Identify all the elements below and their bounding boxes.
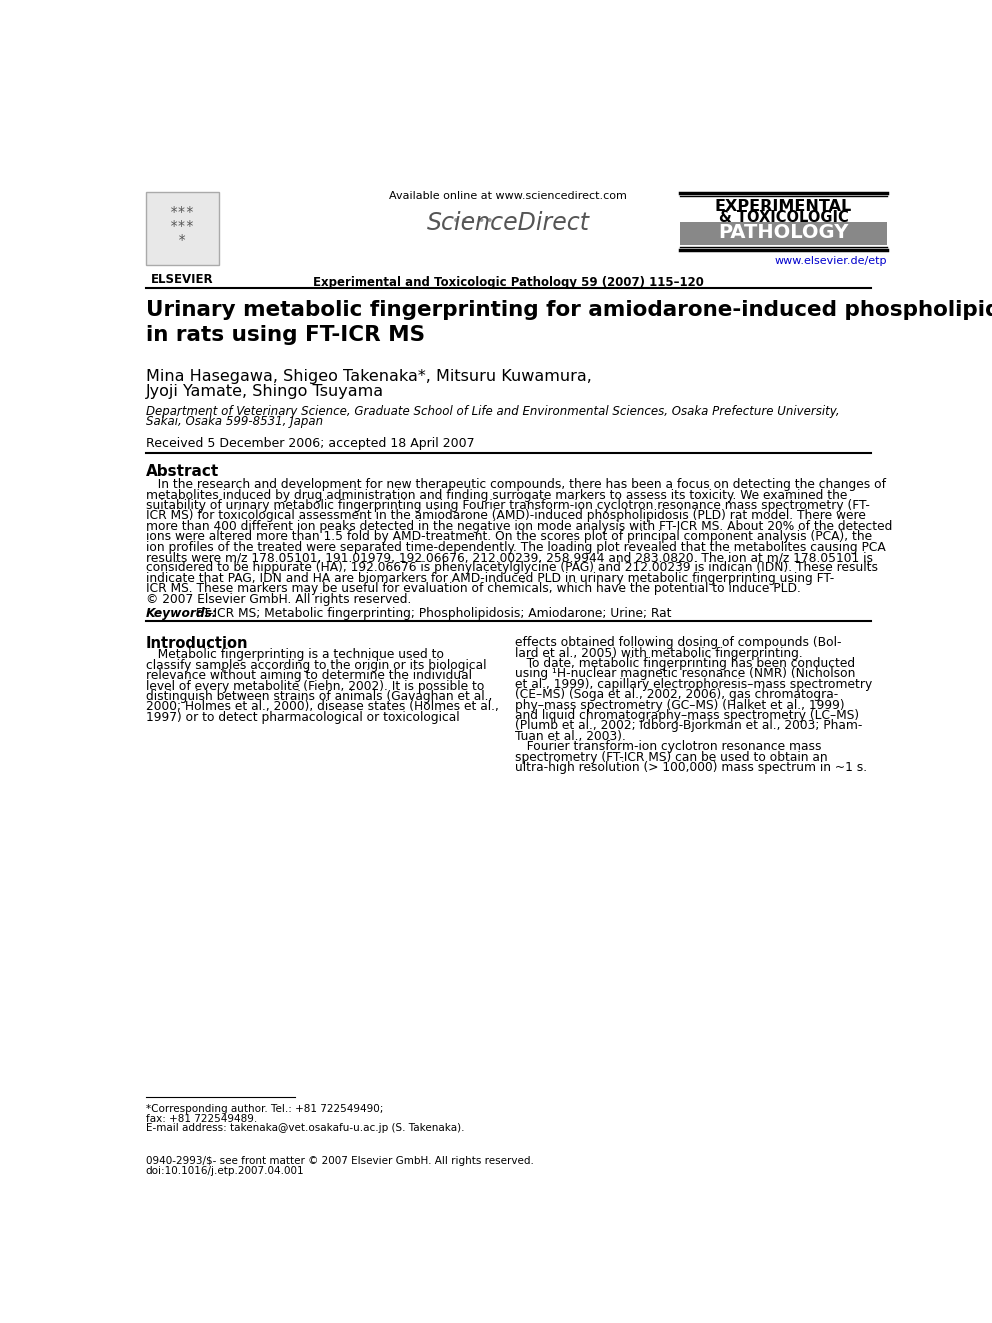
Text: indicate that PAG, IDN and HA are biomarkers for AMD-induced PLD in urinary meta: indicate that PAG, IDN and HA are biomar… <box>146 572 834 585</box>
Text: © 2007 Elsevier GmbH. All rights reserved.: © 2007 Elsevier GmbH. All rights reserve… <box>146 593 411 606</box>
Text: ScienceDirect: ScienceDirect <box>427 212 590 235</box>
Text: Received 5 December 2006; accepted 18 April 2007: Received 5 December 2006; accepted 18 Ap… <box>146 438 474 451</box>
Bar <box>146 192 219 265</box>
Text: Keywords:: Keywords: <box>146 607 217 620</box>
Text: *: * <box>178 233 186 246</box>
Text: ***: *** <box>170 205 194 235</box>
Text: phy–mass spectrometry (GC–MS) (Halket et al., 1999): phy–mass spectrometry (GC–MS) (Halket et… <box>515 699 844 712</box>
Text: E-mail address: takenaka@vet.osakafu-u.ac.jp (S. Takenaka).: E-mail address: takenaka@vet.osakafu-u.a… <box>146 1123 464 1132</box>
Text: et al., 1999), capillary electrophoresis–mass spectrometry: et al., 1999), capillary electrophoresis… <box>515 677 872 691</box>
Text: ICR MS. These markers may be useful for evaluation of chemicals, which have the : ICR MS. These markers may be useful for … <box>146 582 801 595</box>
Text: *Corresponding author. Tel.: +81 722549490;: *Corresponding author. Tel.: +81 7225494… <box>146 1105 383 1114</box>
Text: ICR MS) for toxicological assessment in the amiodarone (AMD)-induced phospholipi: ICR MS) for toxicological assessment in … <box>146 509 866 523</box>
Text: www.elsevier.de/etp: www.elsevier.de/etp <box>774 255 887 266</box>
Text: Abstract: Abstract <box>146 464 219 479</box>
Text: Available online at www.sciencedirect.com: Available online at www.sciencedirect.co… <box>390 191 627 201</box>
Text: FT-ICR MS; Metabolic fingerprinting; Phospholipidosis; Amiodarone; Urine; Rat: FT-ICR MS; Metabolic fingerprinting; Pho… <box>192 607 672 620</box>
Text: and liquid chromatography–mass spectrometry (LC–MS): and liquid chromatography–mass spectrome… <box>515 709 859 722</box>
Bar <box>681 222 887 245</box>
Text: ions were altered more than 1.5 fold by AMD-treatment. On the scores plot of pri: ions were altered more than 1.5 fold by … <box>146 531 872 544</box>
Text: lard et al., 2005) with metabolic fingerprinting.: lard et al., 2005) with metabolic finger… <box>515 647 803 660</box>
Text: Mina Hasegawa, Shigeo Takenaka*, Mitsuru Kuwamura,: Mina Hasegawa, Shigeo Takenaka*, Mitsuru… <box>146 369 591 384</box>
Text: spectrometry (FT-ICR MS) can be used to obtain an: spectrometry (FT-ICR MS) can be used to … <box>515 750 827 763</box>
Text: & TOXICOLOGIC: & TOXICOLOGIC <box>718 210 848 225</box>
Text: PATHOLOGY: PATHOLOGY <box>718 224 849 242</box>
Text: Tuan et al., 2003).: Tuan et al., 2003). <box>515 730 626 742</box>
Text: Experimental and Toxicologic Pathology 59 (2007) 115–120: Experimental and Toxicologic Pathology 5… <box>312 275 704 288</box>
Text: (CE–MS) (Soga et al., 2002, 2006), gas chromatogra-: (CE–MS) (Soga et al., 2002, 2006), gas c… <box>515 688 838 701</box>
Text: EXPERIMENTAL: EXPERIMENTAL <box>715 198 852 214</box>
Text: level of every metabolite (Fiehn, 2002). It is possible to: level of every metabolite (Fiehn, 2002).… <box>146 680 484 693</box>
Text: Fourier transform-ion cyclotron resonance mass: Fourier transform-ion cyclotron resonanc… <box>515 740 821 753</box>
Text: ***: *** <box>170 218 194 249</box>
Text: distinguish between strains of animals (Gavaghan et al.,: distinguish between strains of animals (… <box>146 691 492 703</box>
Text: 1997) or to detect pharmacological or toxicological: 1997) or to detect pharmacological or to… <box>146 710 459 724</box>
Text: metabolites induced by drug administration and finding surrogate markers to asse: metabolites induced by drug administrati… <box>146 488 847 501</box>
Text: Urinary metabolic fingerprinting for amiodarone-induced phospholipidosis
in rats: Urinary metabolic fingerprinting for ami… <box>146 300 992 345</box>
Text: using ¹H-nuclear magnetic resonance (NMR) (Nicholson: using ¹H-nuclear magnetic resonance (NMR… <box>515 667 855 680</box>
Text: Sakai, Osaka 599-8531, Japan: Sakai, Osaka 599-8531, Japan <box>146 415 322 429</box>
Text: Jyoji Yamate, Shingo Tsuyama: Jyoji Yamate, Shingo Tsuyama <box>146 384 384 398</box>
Text: (Plumb et al., 2002; Idborg-Bjorkman et al., 2003; Pham-: (Plumb et al., 2002; Idborg-Bjorkman et … <box>515 720 862 733</box>
Text: effects obtained following dosing of compounds (Bol-: effects obtained following dosing of com… <box>515 636 841 650</box>
Text: In the research and development for new therapeutic compounds, there has been a : In the research and development for new … <box>146 479 886 491</box>
Text: Introduction: Introduction <box>146 636 248 651</box>
Text: considered to be hippurate (HA), 192.06676 is phenylacetylglycine (PAG) and 212.: considered to be hippurate (HA), 192.066… <box>146 561 878 574</box>
Text: Metabolic fingerprinting is a technique used to: Metabolic fingerprinting is a technique … <box>146 648 443 662</box>
Text: classify samples according to the origin or its biological: classify samples according to the origin… <box>146 659 486 672</box>
Text: results were m/z 178.05101, 191.01979, 192.06676, 212.00239, 258.9944 and 283.08: results were m/z 178.05101, 191.01979, 1… <box>146 552 873 564</box>
Text: ••  ••: •• •• <box>452 214 494 228</box>
Text: 2000; Holmes et al., 2000), disease states (Holmes et al.,: 2000; Holmes et al., 2000), disease stat… <box>146 700 499 713</box>
Text: Department of Veterinary Science, Graduate School of Life and Environmental Scie: Department of Veterinary Science, Gradua… <box>146 405 839 418</box>
Text: To date, metabolic fingerprinting has been conducted: To date, metabolic fingerprinting has be… <box>515 658 855 669</box>
Text: relevance without aiming to determine the individual: relevance without aiming to determine th… <box>146 669 472 683</box>
Text: more than 400 different ion peaks detected in the negative ion mode analysis wit: more than 400 different ion peaks detect… <box>146 520 892 533</box>
Text: ultra-high resolution (> 100,000) mass spectrum in ~1 s.: ultra-high resolution (> 100,000) mass s… <box>515 761 867 774</box>
Text: doi:10.1016/j.etp.2007.04.001: doi:10.1016/j.etp.2007.04.001 <box>146 1166 305 1176</box>
Text: ELSEVIER: ELSEVIER <box>151 273 213 286</box>
Text: 0940-2993/$- see front matter © 2007 Elsevier GmbH. All rights reserved.: 0940-2993/$- see front matter © 2007 Els… <box>146 1156 534 1166</box>
Text: suitability of urinary metabolic fingerprinting using Fourier transform-ion cycl: suitability of urinary metabolic fingerp… <box>146 499 870 512</box>
Text: ion profiles of the treated were separated time-dependently. The loading plot re: ion profiles of the treated were separat… <box>146 541 886 554</box>
Text: fax: +81 722549489.: fax: +81 722549489. <box>146 1114 257 1123</box>
